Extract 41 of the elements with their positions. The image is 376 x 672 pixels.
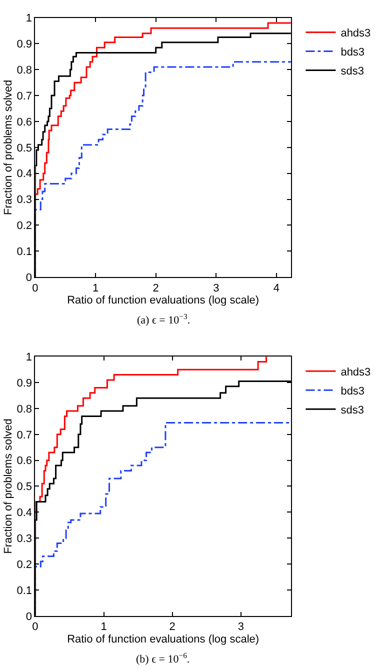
y-axis-title: Fraction of problems solved bbox=[2, 418, 14, 554]
x-axis-title: Ratio of function evaluations (log scale) bbox=[67, 294, 260, 306]
x-tick-label: 2 bbox=[152, 282, 159, 294]
y-tick-label: 1 bbox=[26, 12, 32, 25]
y-tick-label: 0.2 bbox=[16, 220, 32, 232]
y-tick-label: 0.2 bbox=[16, 558, 32, 571]
y-axis-title: Fraction of problems solved bbox=[2, 80, 14, 215]
text: (b) ϵ = 10$^{−6}$. bbox=[136, 651, 190, 666]
x-tick-label: 3 bbox=[213, 282, 220, 294]
y-tick-label: 0.9 bbox=[16, 377, 32, 390]
x-tick-label: 1 bbox=[100, 621, 107, 634]
legend-label: bds3 bbox=[340, 46, 365, 59]
y-tick-label: 0 bbox=[26, 610, 32, 623]
x-tick-label: 2 bbox=[169, 621, 176, 634]
y-tick-label: 0.9 bbox=[16, 38, 32, 51]
text: (a) ϵ = 10$^{−3}$. bbox=[137, 312, 190, 327]
y-tick-label: 0.6 bbox=[16, 455, 32, 468]
legend-label: ahds3 bbox=[340, 366, 371, 378]
x-tick-label: 1 bbox=[92, 282, 99, 294]
y-tick-label: 0 bbox=[26, 272, 32, 284]
x-tick-label: 3 bbox=[238, 621, 244, 634]
y-tick-label: 0.8 bbox=[16, 64, 32, 76]
x-axis-title: Ratio of function evaluations (log scale) bbox=[67, 633, 260, 646]
legend-label: sds3 bbox=[340, 404, 364, 416]
y-tick-label: 0.7 bbox=[16, 90, 32, 102]
y-tick-label: 0.6 bbox=[16, 116, 32, 128]
y-tick-label: 1 bbox=[26, 351, 32, 364]
y-tick-label: 0.5 bbox=[16, 142, 32, 154]
y-tick-label: 0.1 bbox=[16, 246, 32, 258]
y-tick-label: 0.8 bbox=[16, 403, 32, 416]
x-tick-label: 4 bbox=[273, 282, 280, 294]
legend-label: sds3 bbox=[340, 66, 364, 78]
y-tick-label: 0.4 bbox=[16, 168, 32, 180]
y-tick-label: 0.5 bbox=[16, 481, 32, 494]
y-tick-label: 0.1 bbox=[16, 584, 32, 597]
y-tick-label: 0.3 bbox=[16, 532, 32, 545]
y-tick-label: 0.3 bbox=[16, 194, 32, 206]
y-tick-label: 0.7 bbox=[16, 429, 32, 442]
legend-label: ahds3 bbox=[340, 28, 371, 40]
y-tick-label: 0.4 bbox=[16, 507, 32, 520]
legend-label: bds3 bbox=[340, 385, 365, 398]
